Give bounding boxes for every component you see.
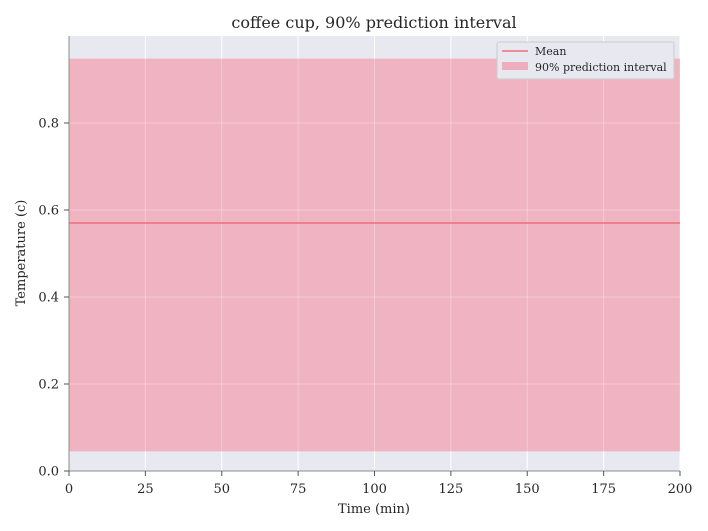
y-tick-label: 0.0: [38, 465, 59, 480]
prediction-interval-band: [69, 58, 680, 452]
x-tick-label: 50: [213, 482, 230, 497]
x-tick-label: 150: [515, 482, 540, 497]
legend-swatch-interval: [502, 62, 528, 70]
y-tick-label: 0.6: [38, 204, 59, 219]
x-tick-label: 175: [591, 482, 616, 497]
y-tick-label: 0.2: [38, 378, 59, 393]
y-axis-label: Temperature (c): [14, 200, 29, 307]
x-tick-label: 0: [65, 482, 73, 497]
x-tick-label: 125: [438, 482, 463, 497]
x-tick-label: 200: [668, 482, 693, 497]
legend-box: [496, 41, 675, 80]
chart-title: coffee cup, 90% prediction interval: [231, 13, 516, 32]
y-tick-label: 0.8: [38, 117, 59, 132]
y-tick-label: 0.4: [38, 291, 59, 306]
x-axis-label: Time (min): [338, 502, 410, 517]
legend: Mean 90% prediction interval: [496, 41, 675, 80]
x-tick-label: 25: [137, 482, 154, 497]
ticks: 0 25 50 75 100 125 150 175 200 0.0 0.2 0.4 0.6 0.8: [38, 117, 692, 498]
series-layer: [68, 58, 681, 452]
x-tick-label: 75: [290, 482, 307, 497]
x-tick-label: 100: [362, 482, 387, 497]
legend-label-interval: 90% prediction interval: [535, 61, 667, 74]
legend-label-mean: Mean: [535, 45, 566, 58]
